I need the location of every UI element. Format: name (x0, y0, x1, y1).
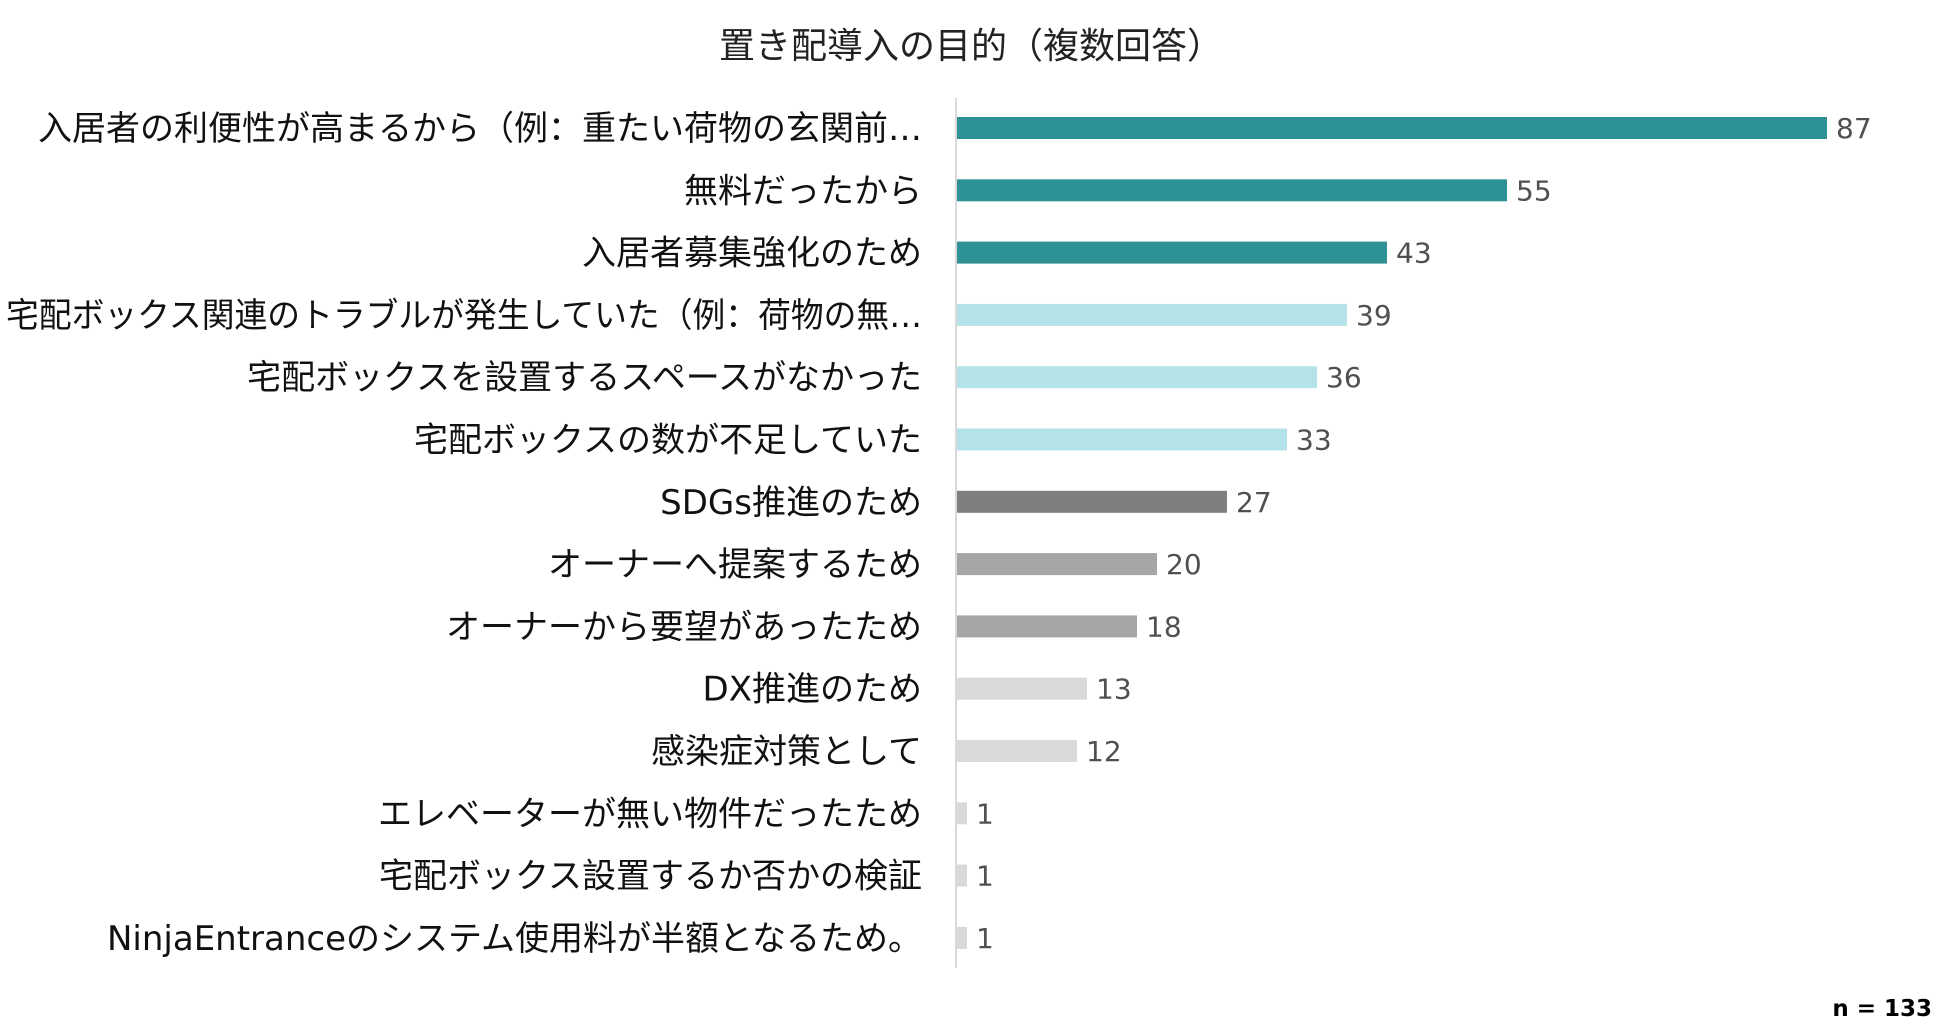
data-label: 18 (1146, 610, 1182, 643)
data-label: 55 (1516, 174, 1552, 207)
category-label: 宅配ボックス設置するか否かの検証 (379, 857, 922, 897)
category-label: オーナーへ提案するため (548, 545, 922, 585)
category-label: 入居者の利便性が高まるから（例：重たい荷物の玄関前… (38, 109, 922, 149)
data-label: 1 (976, 860, 994, 893)
bar (957, 428, 1287, 451)
bar (957, 740, 1077, 762)
category-label: 宅配ボックスを設置するスペースがなかった (247, 358, 922, 398)
bar (957, 303, 1347, 326)
data-label: 39 (1356, 299, 1392, 332)
bar (957, 677, 1087, 700)
category-label: 入居者募集強化のため (582, 234, 922, 274)
data-label: 1 (976, 922, 994, 955)
data-label: 13 (1096, 673, 1132, 706)
data-label: 43 (1396, 237, 1432, 270)
data-label: 20 (1166, 548, 1202, 581)
data-label: 27 (1236, 486, 1272, 519)
category-label: オーナーから要望があったため (446, 607, 922, 647)
bar (957, 366, 1317, 389)
bar (957, 553, 1157, 576)
category-label: 無料だったから (684, 171, 922, 211)
category-label: 感染症対策として (651, 732, 922, 772)
bar (957, 615, 1137, 638)
data-label: 36 (1326, 361, 1362, 394)
sample-size-note: n = 133 (1832, 996, 1932, 1022)
category-label: 宅配ボックス関連のトラブルが発生していた（例：荷物の無… (6, 296, 922, 336)
category-label: 宅配ボックスの数が不足していた (414, 421, 922, 461)
bar (957, 179, 1507, 202)
bar (957, 864, 967, 887)
data-label: 12 (1086, 735, 1122, 768)
bars-layer: 入居者の利便性が高まるから（例：重たい荷物の玄関前… 87 無料だったから 55 入居者… (6, 109, 1872, 959)
bar (957, 241, 1387, 264)
category-label: エレベーターが無い物件だったため (378, 794, 922, 834)
bar (957, 117, 1827, 139)
bar (957, 490, 1227, 513)
category-label: SDGs推進のため (660, 483, 922, 523)
bar (957, 926, 967, 949)
category-label: NinjaEntranceのシステム使用料が半額となるため。 (107, 919, 922, 959)
data-label: 33 (1296, 424, 1332, 457)
data-label: 1 (976, 797, 994, 830)
chart-title: 置き配導入の目的（複数回答） (719, 26, 1223, 67)
category-label: DX推進のため (703, 670, 922, 710)
bar (957, 802, 967, 825)
data-label: 87 (1836, 112, 1872, 145)
